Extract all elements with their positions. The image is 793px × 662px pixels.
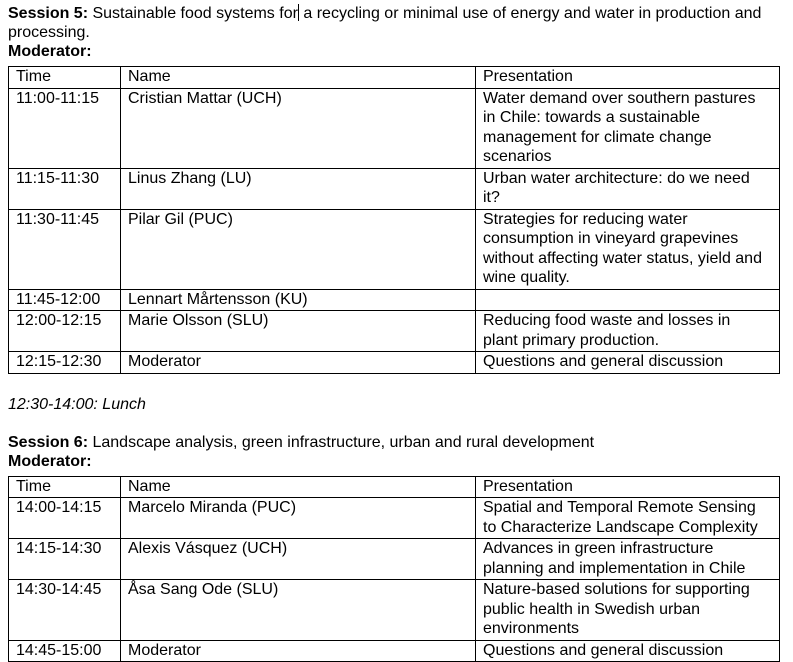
table-row: 12:00-12:15 Marie Olsson (SLU) Reducing …	[9, 311, 780, 352]
presentation-cell	[476, 289, 780, 311]
name-cell: Marcelo Miranda (PUC)	[121, 498, 476, 539]
column-header-name: Name	[121, 67, 476, 89]
table-row: 14:45-15:00 Moderator Questions and gene…	[9, 640, 780, 662]
column-header-time: Time	[9, 67, 121, 89]
session6-label: Session 6:	[8, 434, 88, 451]
table-row: 11:00-11:15 Cristian Mattar (UCH) Water …	[9, 88, 780, 168]
column-header-presentation: Presentation	[476, 476, 780, 498]
lunch-break-text: 12:30-14:00: Lunch	[8, 395, 768, 414]
session6-moderator-label: Moderator:	[8, 452, 768, 471]
table-row: 11:30-11:45 Pilar Gil (PUC) Strategies f…	[9, 209, 780, 289]
column-header-name: Name	[121, 476, 476, 498]
name-cell: Marie Olsson (SLU)	[121, 311, 476, 352]
time-cell: 14:00-14:15	[9, 498, 121, 539]
time-cell: 12:00-12:15	[9, 311, 121, 352]
time-cell: 11:00-11:15	[9, 88, 121, 168]
table-row: 14:15-14:30 Alexis Vásquez (UCH) Advance…	[9, 539, 780, 580]
time-cell: 12:15-12:30	[9, 352, 121, 374]
presentation-cell: Nature-based solutions for supporting pu…	[476, 580, 780, 641]
presentation-cell: Water demand over southern pastures in C…	[476, 88, 780, 168]
table-row: 14:00-14:15 Marcelo Miranda (PUC) Spatia…	[9, 498, 780, 539]
session5-moderator-label: Moderator:	[8, 42, 768, 61]
name-cell: Linus Zhang (LU)	[121, 168, 476, 209]
presentation-cell: Reducing food waste and losses in plant …	[476, 311, 780, 352]
time-cell: 14:45-15:00	[9, 640, 121, 662]
presentation-cell: Advances in green infrastructure plannin…	[476, 539, 780, 580]
session5-heading-text-before-caret: Sustainable food systems for	[88, 5, 298, 22]
session6-table: Time Name Presentation 14:00-14:15 Marce…	[8, 476, 780, 662]
name-cell: Pilar Gil (PUC)	[121, 209, 476, 289]
session5-table: Time Name Presentation 11:00-11:15 Crist…	[8, 66, 780, 374]
time-cell: 11:45-12:00	[9, 289, 121, 311]
session5-heading: Session 5: Sustainable food systems for …	[8, 4, 768, 42]
name-cell: Alexis Vásquez (UCH)	[121, 539, 476, 580]
session5-header-row: Time Name Presentation	[9, 67, 780, 89]
name-cell: Moderator	[121, 640, 476, 662]
column-header-presentation: Presentation	[476, 67, 780, 89]
time-cell: 14:30-14:45	[9, 580, 121, 641]
session5-label: Session 5:	[8, 5, 88, 22]
column-header-time: Time	[9, 476, 121, 498]
name-cell: Cristian Mattar (UCH)	[121, 88, 476, 168]
session6-heading: Session 6: Landscape analysis, green inf…	[8, 433, 768, 452]
presentation-cell: Strategies for reducing water consumptio…	[476, 209, 780, 289]
table-row: 14:30-14:45 Åsa Sang Ode (SLU) Nature-ba…	[9, 580, 780, 641]
time-cell: 11:30-11:45	[9, 209, 121, 289]
presentation-cell: Spatial and Temporal Remote Sensing to C…	[476, 498, 780, 539]
time-cell: 14:15-14:30	[9, 539, 121, 580]
name-cell: Moderator	[121, 352, 476, 374]
table-row: 11:45-12:00 Lennart Mårtensson (KU)	[9, 289, 780, 311]
time-cell: 11:15-11:30	[9, 168, 121, 209]
name-cell: Åsa Sang Ode (SLU)	[121, 580, 476, 641]
presentation-cell: Urban water architecture: do we need it?	[476, 168, 780, 209]
session6-header-row: Time Name Presentation	[9, 476, 780, 498]
session6-heading-text: Landscape analysis, green infrastructure…	[88, 434, 594, 451]
presentation-cell: Questions and general discussion	[476, 352, 780, 374]
presentation-cell: Questions and general discussion	[476, 640, 780, 662]
table-row: 11:15-11:30 Linus Zhang (LU) Urban water…	[9, 168, 780, 209]
name-cell: Lennart Mårtensson (KU)	[121, 289, 476, 311]
table-row: 12:15-12:30 Moderator Questions and gene…	[9, 352, 780, 374]
